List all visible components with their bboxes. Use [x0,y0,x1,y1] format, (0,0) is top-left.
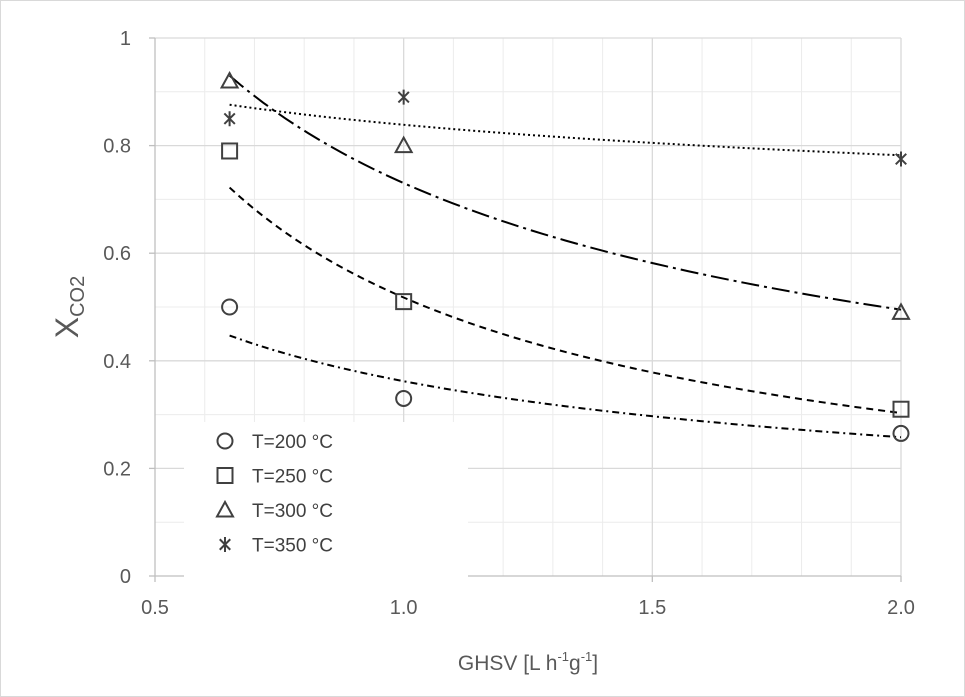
legend-marker-circle [216,432,234,450]
data-point-triangle [219,70,240,89]
data-point-asterisk [397,89,410,105]
x-tick-labels: 0.5 1.0 1.5 2.0 [141,597,915,619]
data-point-square [221,142,239,160]
data-point-triangle [393,135,414,154]
data-point-square [395,293,413,311]
data-point-circle [221,298,239,316]
trendline [228,186,902,414]
y-axis-title: XCO2 [49,276,89,338]
y-tick-label: 0 [120,566,131,588]
y-tick-label: 1 [120,28,131,50]
x-tick-label: 1.0 [390,597,418,619]
data-point-circle [395,389,413,407]
y-tick-label: 0.8 [103,136,131,158]
y-tick-labels: 0 0.2 0.4 0.6 0.8 1 [103,28,131,588]
data-markers [219,70,911,442]
legend-label: T=350 °C [252,536,333,557]
data-point-square [892,400,910,418]
legend-marker-asterisk [219,537,231,552]
legend-marker-square [216,467,234,484]
legend-label: T=300 °C [252,501,333,522]
trendlines [228,74,902,439]
legend-label: T=200 °C [252,432,333,453]
trendline [229,334,902,439]
x-tick-label: 2.0 [887,597,915,619]
data-point-circle [892,424,910,442]
x-axis-title: GHSV [L h-1g-1] [458,649,598,675]
legend-label: T=250 °C [252,467,333,488]
data-point-asterisk [223,111,236,127]
y-tick-label: 0.2 [103,458,131,480]
x-tick-label: 1.5 [638,597,666,619]
legend: T=200 °C T=250 °C T=300 °C T=350 °C [184,422,468,582]
data-point-triangle [891,302,911,320]
y-tick-label: 0.6 [103,243,131,265]
y-tick-label: 0.4 [103,351,131,373]
x-tick-label: 0.5 [141,597,169,619]
trendline [229,103,902,157]
data-point-asterisk [895,151,907,167]
legend-box [184,422,468,582]
legend-marker-triangle [215,499,235,518]
trendline [228,74,902,311]
